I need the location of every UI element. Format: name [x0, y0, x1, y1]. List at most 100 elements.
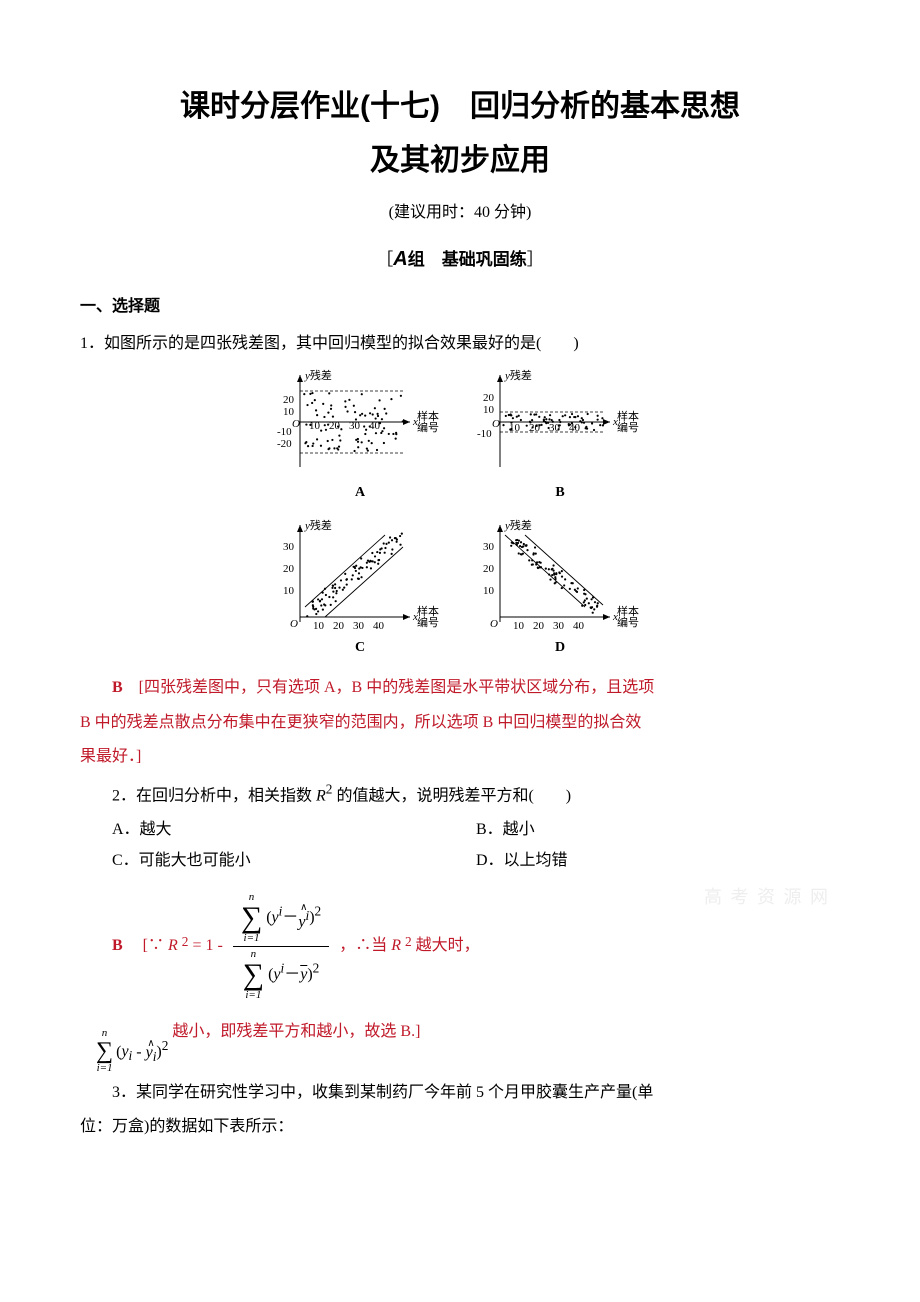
q2-opt-b: B．越小	[476, 815, 840, 845]
fraction-den: n ∑ i=1 (yi－y)2	[235, 947, 328, 1003]
svg-text:样本: 样本	[617, 409, 639, 423]
sigma-inline-lower: i=1	[97, 1063, 113, 1074]
title-line2: 及其初步应用	[370, 144, 550, 177]
plot-a: y残差 20 10 -10 -20 O 10 20 30 40 x 样本 编号	[275, 367, 445, 507]
svg-text:10: 10	[309, 420, 321, 432]
q2-r: R	[316, 787, 326, 804]
plot-a-svg: y残差 20 10 -10 -20 O 10 20 30 40 x 样本 编号	[275, 367, 445, 482]
svg-text:20: 20	[283, 563, 295, 575]
plot-d-label: D	[475, 635, 645, 662]
q1-answer-letter: B	[112, 679, 123, 696]
sigma-num: n ∑ i=1	[241, 892, 262, 944]
svg-text:10: 10	[483, 585, 495, 597]
svg-text:20: 20	[533, 620, 545, 632]
q2-expl-line2: n ∑ i=1 (yi - ∧yi)2 越小，即残差平方和越小，故选 B.]	[80, 1017, 840, 1074]
group-label-row: ［A组 基础巩固练］	[80, 240, 840, 278]
svg-text:10: 10	[313, 620, 325, 632]
sigma-num-symbol: ∑	[241, 903, 262, 933]
svg-text:样本: 样本	[417, 409, 439, 423]
svg-text:30: 30	[483, 541, 495, 553]
q2-answer-block: B [∵ R2 = 1 - n ∑ i=1 (yi－∧yi)2 n ∑ i=1 …	[112, 890, 840, 1003]
bracket-left: ［	[376, 250, 393, 269]
plot-b-label: B	[475, 480, 645, 507]
svg-text:编号: 编号	[417, 420, 439, 434]
q2-opt-c: C．可能大也可能小	[112, 846, 476, 876]
svg-text:20: 20	[483, 563, 495, 575]
svg-text:10: 10	[283, 406, 295, 418]
q2-text: 2．在回归分析中，相关指数 R2 的值越大，说明残差平方和( )	[80, 777, 840, 812]
svg-text:编号: 编号	[617, 420, 639, 434]
q1-expl-2: B 中的残差点散点分布集中在更狭窄的范围内，所以选项 B 中回归模型的拟合效	[80, 708, 840, 738]
q2-r2-1: R	[168, 931, 178, 961]
plot-d-svg: y残差 30 20 10 O 10 20 30 40 x 样本 编号	[475, 517, 645, 637]
sigma-den-symbol: ∑	[243, 960, 264, 990]
q1-expl-3: 果最好．]	[80, 742, 840, 772]
svg-text:10: 10	[483, 404, 495, 416]
svg-text:30: 30	[353, 620, 365, 632]
fraction: n ∑ i=1 (yi－∧yi)2 n ∑ i=1 (yi－y)2	[233, 890, 329, 1003]
svg-text:y残差: y残差	[304, 518, 332, 532]
svg-text:y残差: y残差	[504, 368, 532, 382]
q2-r2-2: R	[391, 931, 401, 961]
plot-b: y残差 20 10 -10 O 10 20 30 40 x 样本 编号	[475, 367, 645, 507]
q1-answer-line1: B [四张残差图中，只有选项 A，B 中的残差图是水平带状区域分布，且选项	[80, 673, 840, 703]
time-hint: (建议用时：40 分钟)	[80, 198, 840, 228]
q1-expl-1: [四张残差图中，只有选项 A，B 中的残差图是水平带状区域分布，且选项	[123, 679, 655, 696]
svg-text:20: 20	[483, 392, 495, 404]
num-term: (yi－∧yi)2	[266, 909, 321, 926]
q1-text: 1．如图所示的是四张残差图，其中回归模型的拟合效果最好的是( )	[80, 329, 840, 359]
q2-text-2: 的值越大，说明残差平方和( )	[332, 787, 571, 804]
q2-expl-tail: 越大时，	[416, 931, 480, 961]
q2-options: A．越大 B．越小 C．可能大也可能小 D．以上均错	[112, 815, 840, 876]
svg-text:O: O	[490, 618, 498, 630]
svg-text:y残差: y残差	[504, 518, 532, 532]
svg-text:-10: -10	[277, 426, 292, 438]
svg-text:O: O	[290, 618, 298, 630]
svg-text:20: 20	[333, 620, 345, 632]
plot-c-svg: y残差 30 20 10 O 10 20 30 40 x 样本 编号	[275, 517, 445, 637]
svg-text:30: 30	[553, 620, 565, 632]
group-letter: A	[393, 248, 407, 270]
q2-sup-b: 2	[405, 929, 412, 964]
bracket-right: ］	[527, 250, 544, 269]
svg-text:30: 30	[283, 541, 295, 553]
sigma-inline-symbol: ∑	[96, 1039, 113, 1063]
plot-a-label: A	[275, 480, 445, 507]
svg-text:编号: 编号	[417, 615, 439, 629]
svg-text:10: 10	[283, 585, 295, 597]
svg-text:样本: 样本	[617, 604, 639, 618]
svg-text:10: 10	[513, 620, 525, 632]
den-term: (yi－y)2	[268, 966, 319, 983]
q2-expl2-tail: 越小，即残差平方和越小，故选 B.]	[172, 1023, 420, 1040]
group-text: 组 基础巩固练	[408, 250, 527, 269]
sum-inline: n ∑ i=1 (yi - ∧yi)2	[96, 1028, 168, 1074]
svg-text:40: 40	[373, 620, 385, 632]
q2-expl-mid: = 1 -	[192, 931, 222, 961]
q3-text-1: 3．某同学在研究性学习中，收集到某制药厂今年前 5 个月甲胶囊生产产量(单	[80, 1078, 840, 1108]
q2-sup-a: 2	[182, 929, 189, 964]
plot-c: y残差 30 20 10 O 10 20 30 40 x 样本 编号	[275, 517, 445, 662]
section-heading: 一、选择题	[80, 292, 840, 322]
sigma-den-lower: i=1	[245, 990, 261, 1001]
inline-term: (yi - ∧yi)2	[116, 1033, 168, 1069]
svg-text:编号: 编号	[617, 615, 639, 629]
svg-text:20: 20	[283, 394, 295, 406]
plots-grid: y残差 20 10 -10 -20 O 10 20 30 40 x 样本 编号	[275, 367, 645, 661]
svg-text:30: 30	[349, 420, 361, 432]
q3-text-2: 位：万盒)的数据如下表所示：	[80, 1112, 840, 1142]
svg-text:O: O	[292, 418, 300, 430]
svg-text:-20: -20	[277, 438, 292, 450]
svg-text:O: O	[492, 418, 500, 430]
residual-plots: y残差 20 10 -10 -20 O 10 20 30 40 x 样本 编号	[80, 367, 840, 661]
sigma-inline: n ∑ i=1	[96, 1028, 113, 1074]
q2-opt-a: A．越大	[112, 815, 476, 845]
title-line1: 课时分层作业(十七) 回归分析的基本思想	[180, 90, 740, 123]
sigma-num-lower: i=1	[244, 933, 260, 944]
plot-b-svg: y残差 20 10 -10 O 10 20 30 40 x 样本 编号	[475, 367, 645, 482]
fraction-num: n ∑ i=1 (yi－∧yi)2	[233, 890, 329, 946]
sigma-den: n ∑ i=1	[243, 949, 264, 1001]
q2-text-1: 2．在回归分析中，相关指数	[112, 787, 316, 804]
svg-text:y残差: y残差	[304, 368, 332, 382]
plot-d: y残差 30 20 10 O 10 20 30 40 x 样本 编号	[475, 517, 645, 662]
svg-text:-10: -10	[477, 428, 492, 440]
